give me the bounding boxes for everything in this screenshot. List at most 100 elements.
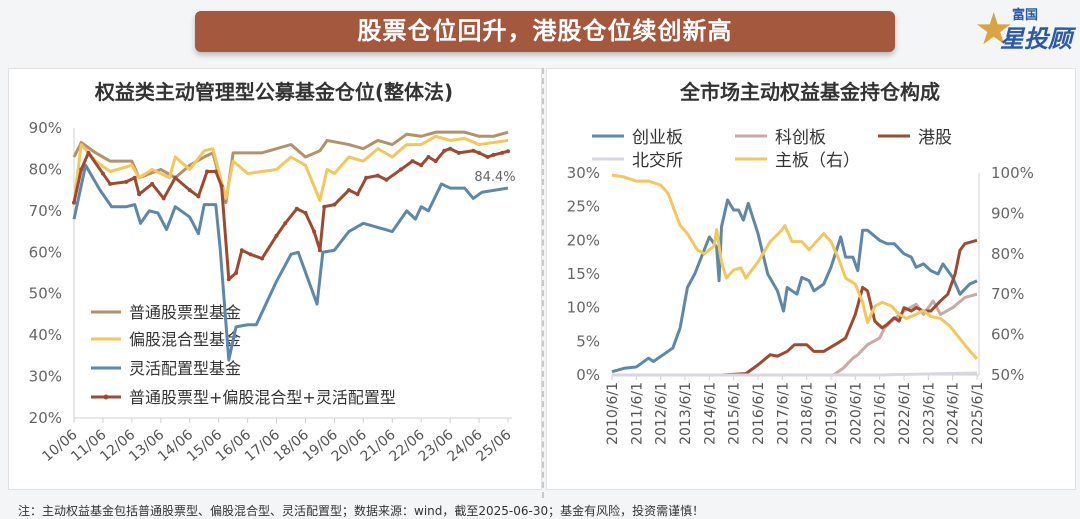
- data-point: [219, 184, 224, 188]
- legend-label: 偏股混合型基金: [129, 330, 241, 349]
- y-tick-label: 60%: [29, 243, 62, 261]
- x-tick-label: 2018/6/1: [800, 382, 816, 445]
- left-chart-title: 权益类主动管理型公募基金仓位(整体法): [94, 80, 454, 104]
- data-point: [332, 202, 337, 207]
- data-point: [79, 167, 84, 172]
- data-point: [491, 152, 496, 157]
- data-point: [398, 167, 403, 172]
- panel-divider: [542, 68, 544, 498]
- data-point: [173, 175, 178, 180]
- left-chart-panel: [8, 68, 542, 490]
- data-point: [410, 159, 415, 164]
- data-point: [226, 277, 231, 282]
- y-tick-label: 10%: [567, 299, 600, 317]
- logo-text-big: 星投顾: [1000, 25, 1072, 53]
- y2-tick-label: 50%: [991, 366, 1024, 384]
- data-point: [317, 248, 322, 253]
- x-tick-label: 2013/6/1: [678, 382, 694, 445]
- y2-tick-label: 70%: [991, 285, 1024, 303]
- legend-label: 普通股票型基金: [129, 303, 241, 322]
- right-chart-title: 全市场主动权益基金持仓构成: [680, 80, 940, 104]
- data-point: [456, 150, 461, 155]
- logo-text-small: 富国: [1012, 8, 1039, 23]
- legend-marker: [103, 394, 109, 400]
- y-tick-label: 40%: [29, 326, 62, 344]
- x-tick-label: 2023/6/1: [921, 382, 937, 445]
- data-point: [364, 175, 369, 180]
- data-point: [124, 179, 129, 184]
- data-point: [322, 204, 327, 209]
- data-point: [239, 248, 244, 253]
- series-line-star: [612, 292, 978, 377]
- data-point: [346, 188, 351, 193]
- data-point: [433, 159, 438, 164]
- legend-label: 科创板: [775, 128, 826, 148]
- y-tick-label: 0%: [576, 366, 600, 384]
- data-point: [274, 233, 279, 238]
- data-point: [375, 173, 380, 178]
- y-tick-label: 70%: [29, 202, 62, 220]
- data-point: [100, 171, 105, 176]
- series-line-gem: [611, 198, 978, 374]
- data-point: [187, 188, 192, 193]
- data-point: [442, 148, 447, 153]
- data-point: [477, 150, 482, 155]
- x-tick-label: 2012/6/1: [654, 382, 670, 445]
- data-point: [260, 256, 265, 261]
- data-point: [448, 146, 453, 151]
- data-point: [72, 200, 76, 205]
- x-tick-label: 2021/6/1: [873, 382, 889, 445]
- data-point: [471, 148, 476, 153]
- legend-label: 普通股票型+偏股混合型+灵活配置型: [129, 388, 396, 407]
- data-point: [137, 192, 142, 197]
- data-point: [234, 271, 239, 275]
- star-icon: ★: [974, 4, 1014, 55]
- x-tick-label: 2010/6/1: [605, 382, 621, 445]
- y-tick-label: 20%: [29, 409, 62, 427]
- y2-tick-label: 60%: [991, 326, 1024, 344]
- data-point: [312, 229, 317, 234]
- data-point: [500, 150, 505, 155]
- series-line-main: [611, 173, 979, 360]
- series-line-mixed: [72, 134, 509, 203]
- x-tick-label: 2015/6/1: [727, 382, 743, 445]
- x-tick-label: 2016/6/1: [751, 382, 767, 445]
- last-value-label: 84.4%: [474, 170, 515, 185]
- y-tick-label: 15%: [567, 265, 600, 283]
- data-point: [248, 252, 253, 257]
- x-tick-label: 2017/6/1: [775, 382, 791, 445]
- y2-tick-label: 90%: [991, 204, 1024, 222]
- right-chart-panel: [546, 68, 1076, 490]
- legend-label: 主板（右）: [775, 151, 860, 171]
- legend-label: 北交所: [632, 151, 683, 171]
- data-point: [132, 175, 137, 180]
- data-point: [426, 155, 431, 159]
- data-point: [205, 169, 210, 174]
- x-tick-label: 2014/6/1: [702, 382, 718, 445]
- data-point: [196, 194, 201, 199]
- data-point: [303, 210, 308, 215]
- x-tick-label: 2020/6/1: [848, 382, 864, 445]
- y-tick-label: 30%: [567, 164, 600, 182]
- x-tick-label: 2019/6/1: [824, 382, 840, 445]
- y2-tick-label: 80%: [991, 245, 1024, 263]
- data-point: [419, 163, 424, 168]
- data-point: [161, 196, 166, 201]
- data-point: [294, 206, 299, 211]
- x-tick-label: 2025/6/1: [970, 382, 986, 445]
- y-tick-label: 25%: [567, 198, 600, 216]
- footnote: 注：主动权益基金包括普通股票型、偏股混合型、灵活配置型；数据来源：wind，截至…: [18, 504, 705, 518]
- brand-logo: ★ 富国 星投顾: [970, 2, 1075, 55]
- legend-label: 港股: [918, 128, 952, 148]
- page-title-banner: 股票仓位回升，港股仓位续创新高: [195, 11, 895, 52]
- data-point: [283, 221, 288, 226]
- y-tick-label: 90%: [29, 119, 62, 137]
- data-point: [213, 169, 218, 174]
- series-line-flex: [72, 163, 509, 362]
- data-point: [150, 181, 155, 186]
- x-tick-label: 2024/6/1: [946, 382, 962, 445]
- series-line-hk: [612, 238, 978, 377]
- data-point: [506, 149, 510, 154]
- data-point: [384, 177, 389, 182]
